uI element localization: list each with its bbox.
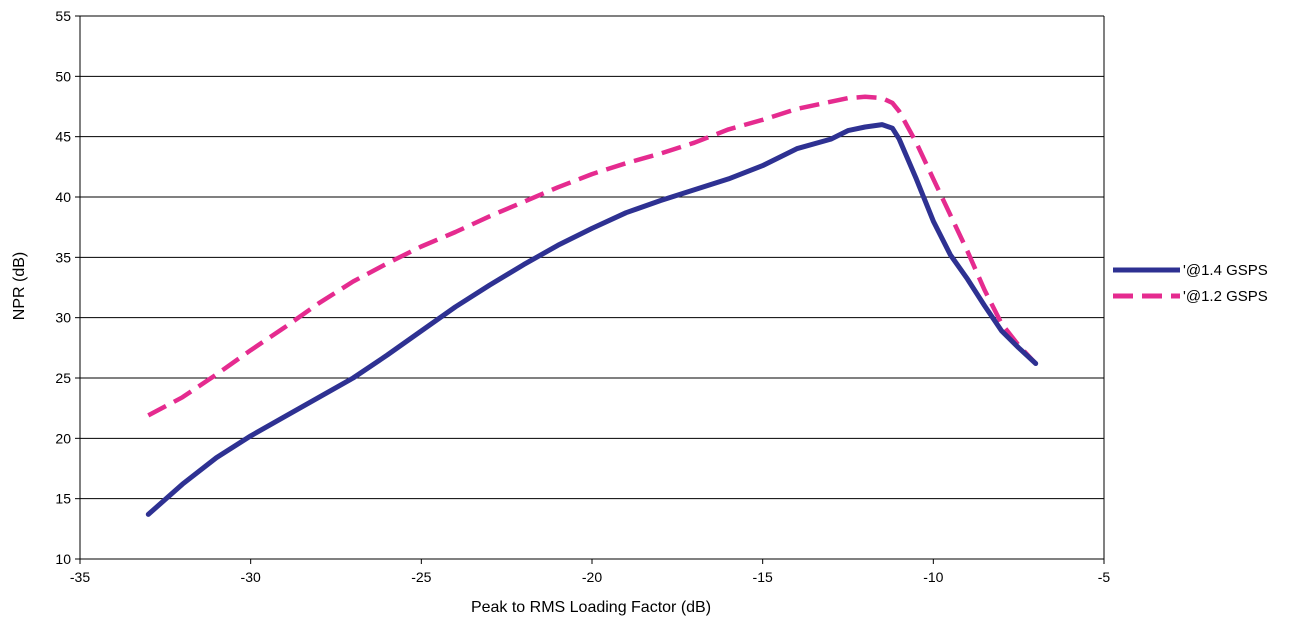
y-tick-label-0: 10 <box>55 551 71 567</box>
y-tick-label-9: 55 <box>55 8 71 24</box>
legend: '@1.4 GSPS '@1.2 GSPS <box>1113 262 1268 305</box>
y-axis-ticks: 10 15 20 25 30 35 40 45 50 55 <box>55 8 80 567</box>
y-tick-label-8: 50 <box>55 68 71 84</box>
y-tick-label-1: 15 <box>55 491 71 507</box>
x-tick-label-6: -5 <box>1098 569 1111 585</box>
x-axis-title: Peak to RMS Loading Factor (dB) <box>471 599 711 616</box>
x-tick-label-4: -15 <box>753 569 773 585</box>
y-axis-title: NPR (dB) <box>11 252 28 320</box>
y-tick-label-5: 35 <box>55 249 71 265</box>
y-tick-label-7: 45 <box>55 129 71 145</box>
y-tick-label-6: 40 <box>55 189 71 205</box>
x-tick-label-3: -20 <box>582 569 602 585</box>
x-tick-label-1: -30 <box>241 569 261 585</box>
x-tick-label-5: -10 <box>923 569 943 585</box>
y-tick-label-3: 25 <box>55 370 71 386</box>
x-tick-label-2: -25 <box>411 569 431 585</box>
legend-label-0: '@1.4 GSPS <box>1183 262 1268 279</box>
x-axis-ticks: -35 -30 -25 -20 -15 -10 -5 <box>70 559 1111 585</box>
series-line-0 <box>145 122 1039 517</box>
y-tick-label-4: 30 <box>55 310 71 326</box>
plot-area <box>79 16 1105 560</box>
x-tick-label-0: -35 <box>70 569 90 585</box>
series-lines <box>145 94 1039 517</box>
y-tick-label-2: 20 <box>55 430 71 446</box>
legend-label-1: '@1.2 GSPS <box>1183 288 1268 305</box>
